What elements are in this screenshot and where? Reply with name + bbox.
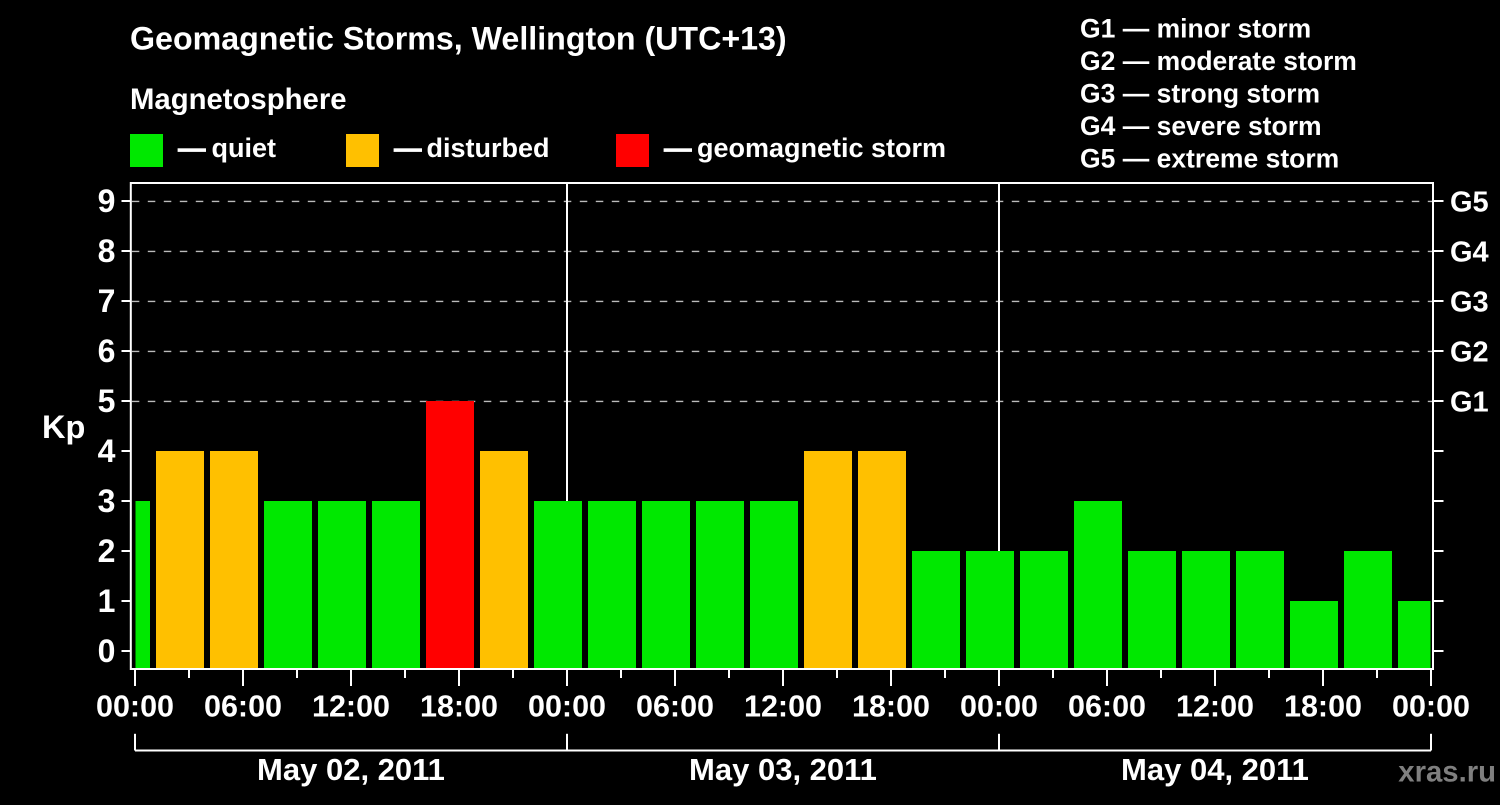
svg-text:quiet: quiet — [212, 133, 277, 163]
svg-text:G1: G1 — [1450, 387, 1489, 419]
svg-text:G1 — minor storm: G1 — minor storm — [1080, 14, 1311, 44]
svg-text:18:00: 18:00 — [420, 690, 498, 724]
svg-text:Magnetosphere: Magnetosphere — [130, 83, 347, 116]
svg-text:9: 9 — [98, 183, 116, 219]
svg-text:0: 0 — [98, 633, 116, 669]
svg-text:G3: G3 — [1450, 287, 1489, 319]
svg-text:disturbed: disturbed — [427, 133, 550, 163]
svg-text:6: 6 — [98, 333, 116, 369]
svg-text:geomagnetic storm: geomagnetic storm — [697, 133, 946, 163]
svg-text:May 02, 2011: May 02, 2011 — [257, 752, 445, 787]
svg-text:G2: G2 — [1450, 337, 1489, 369]
svg-text:4: 4 — [98, 433, 116, 469]
svg-text:12:00: 12:00 — [1176, 690, 1254, 724]
svg-text:12:00: 12:00 — [312, 690, 390, 724]
svg-text:G3 — strong storm: G3 — strong storm — [1080, 79, 1320, 109]
svg-text:12:00: 12:00 — [744, 690, 822, 724]
svg-text:00:00: 00:00 — [960, 690, 1038, 724]
svg-text:Kp: Kp — [42, 409, 85, 445]
svg-text:3: 3 — [98, 483, 116, 519]
svg-text:00:00: 00:00 — [528, 690, 606, 724]
svg-text:xras.ru: xras.ru — [1398, 756, 1496, 789]
svg-text:2: 2 — [98, 533, 116, 569]
svg-text:May 03, 2011: May 03, 2011 — [689, 752, 877, 787]
svg-text:18:00: 18:00 — [1284, 690, 1362, 724]
svg-text:5: 5 — [98, 383, 116, 419]
svg-text:G5: G5 — [1450, 187, 1489, 219]
svg-text:00:00: 00:00 — [96, 690, 174, 724]
svg-text:06:00: 06:00 — [636, 690, 714, 724]
svg-text:G5 — extreme storm: G5 — extreme storm — [1080, 144, 1339, 174]
svg-text:06:00: 06:00 — [1068, 690, 1146, 724]
svg-text:00:00: 00:00 — [1392, 690, 1470, 724]
svg-text:G2 — moderate storm: G2 — moderate storm — [1080, 46, 1357, 76]
svg-text:Geomagnetic Storms, Wellington: Geomagnetic Storms, Wellington (UTC+13) — [130, 21, 787, 57]
svg-text:18:00: 18:00 — [852, 690, 930, 724]
svg-text:8: 8 — [98, 233, 116, 269]
svg-text:06:00: 06:00 — [204, 690, 282, 724]
svg-text:G4 — severe storm: G4 — severe storm — [1080, 111, 1322, 141]
svg-text:May 04, 2011: May 04, 2011 — [1121, 752, 1309, 787]
svg-text:7: 7 — [98, 283, 116, 319]
svg-text:G4: G4 — [1450, 237, 1489, 269]
svg-text:1: 1 — [98, 583, 116, 619]
